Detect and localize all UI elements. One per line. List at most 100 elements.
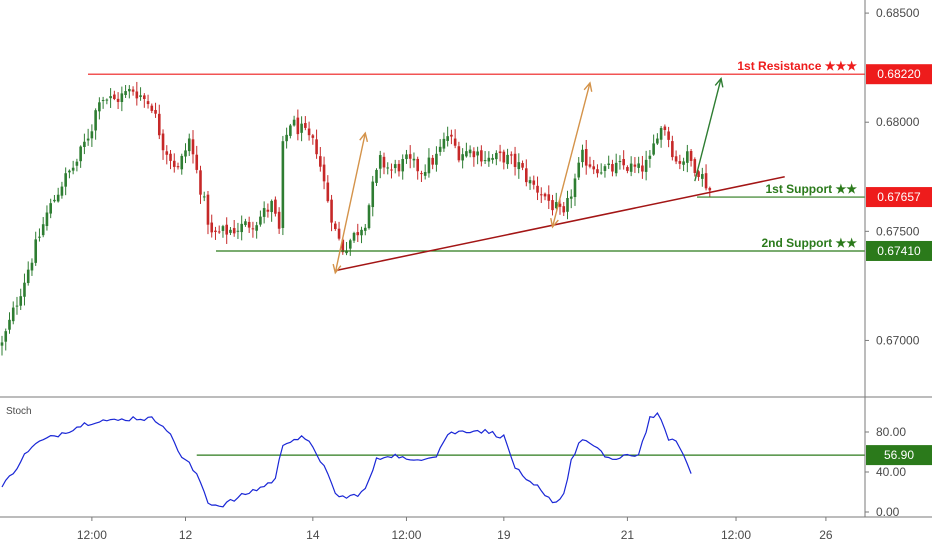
candle-body — [416, 158, 419, 172]
time-tick-label: 19 — [497, 528, 511, 542]
projection-arrowhead — [359, 131, 369, 143]
candle-body — [382, 156, 386, 168]
candle-body — [38, 236, 41, 238]
candle-body — [4, 331, 8, 342]
candle-body — [169, 153, 172, 161]
candle-body — [143, 95, 146, 99]
candle-body — [157, 113, 161, 136]
candle-body — [262, 208, 266, 217]
candle-body — [607, 163, 610, 166]
candle-body — [116, 98, 120, 102]
candle-body — [498, 151, 502, 154]
time-tick-label: 12:00 — [391, 528, 421, 542]
candle-body — [195, 154, 199, 170]
candle-body — [113, 94, 116, 99]
level-label: 1st Resistance ★★★ — [737, 59, 857, 73]
trendline — [335, 176, 785, 272]
candle-body — [94, 110, 97, 131]
candle-body — [536, 185, 539, 193]
level-badge-value: 0.67657 — [877, 190, 921, 204]
candle-body — [674, 156, 678, 162]
candle-body — [532, 180, 536, 185]
candle-body — [465, 151, 468, 157]
candle-body — [622, 159, 625, 166]
candle-body — [386, 167, 390, 169]
candle-body — [240, 223, 243, 233]
candle-body — [289, 125, 292, 136]
candle-body — [521, 163, 524, 168]
candle-body — [483, 160, 487, 162]
candle-body — [539, 194, 543, 196]
candle-body — [641, 165, 644, 172]
candle-body — [689, 150, 693, 161]
candle-body — [15, 305, 19, 307]
candle-body — [678, 161, 682, 164]
annotations-layer: 1st Resistance ★★★ 0.68220 1st Support ★★ 0… — [88, 59, 932, 275]
candle-body — [319, 156, 322, 167]
candles-layer — [0, 81, 712, 356]
candle-body — [259, 216, 262, 225]
candle-body — [562, 206, 566, 213]
candle-body — [614, 162, 618, 174]
level-badge — [866, 64, 932, 85]
candle-body — [19, 296, 23, 306]
candle-body — [202, 196, 206, 198]
candle-body — [68, 170, 71, 173]
projection-arrow — [551, 82, 591, 228]
candle-body — [307, 128, 311, 136]
candle-body — [693, 159, 697, 173]
candle-body — [199, 170, 202, 195]
candle-body — [558, 203, 562, 207]
candle-body — [405, 154, 408, 160]
stoch-line-layer: 56.90 — [1, 411, 932, 508]
candle-body — [547, 194, 551, 201]
candle-body — [232, 228, 236, 234]
candle-body — [98, 102, 101, 112]
candle-body — [412, 158, 416, 161]
candle-body — [401, 159, 405, 172]
candle-body — [686, 151, 689, 163]
candle-body — [453, 138, 457, 146]
candle-body — [659, 128, 663, 140]
projection-arrow — [694, 78, 722, 182]
candle-body — [656, 138, 659, 144]
candle-body — [266, 209, 270, 212]
candle-body — [225, 224, 228, 235]
candle-body — [360, 229, 363, 236]
candle-body — [304, 123, 307, 128]
candle-body — [450, 134, 453, 137]
candle-body — [637, 163, 640, 168]
candle-body — [599, 172, 603, 174]
candle-body — [23, 282, 26, 297]
projection-arrowhead — [714, 77, 724, 88]
stoch-tick-label: 40.00 — [876, 465, 906, 479]
candle-body — [427, 157, 431, 174]
candle-body — [569, 196, 573, 199]
candle-body — [210, 222, 214, 233]
candle-body — [161, 133, 165, 151]
candle-body — [577, 162, 581, 178]
candle-body — [274, 199, 277, 214]
candle-body — [510, 154, 513, 156]
projection-arrowhead — [332, 263, 342, 275]
candle-body — [206, 194, 210, 225]
candle-body — [626, 167, 629, 171]
candle-body — [105, 99, 109, 101]
projection-arrow — [334, 132, 366, 273]
candle-body — [150, 105, 154, 111]
candle-body — [438, 146, 442, 152]
candle-body — [701, 174, 704, 179]
candle-body — [704, 173, 708, 189]
candle-body — [506, 154, 509, 165]
candle-body — [491, 157, 494, 160]
candle-body — [337, 228, 341, 239]
candle-body — [255, 225, 258, 231]
candle-body — [420, 173, 423, 175]
candle-body — [393, 164, 397, 169]
candle-body — [300, 123, 303, 133]
candle-body — [71, 167, 75, 171]
candle-body — [277, 211, 281, 229]
time-tick-label: 14 — [306, 528, 320, 542]
candle-body — [131, 89, 135, 92]
